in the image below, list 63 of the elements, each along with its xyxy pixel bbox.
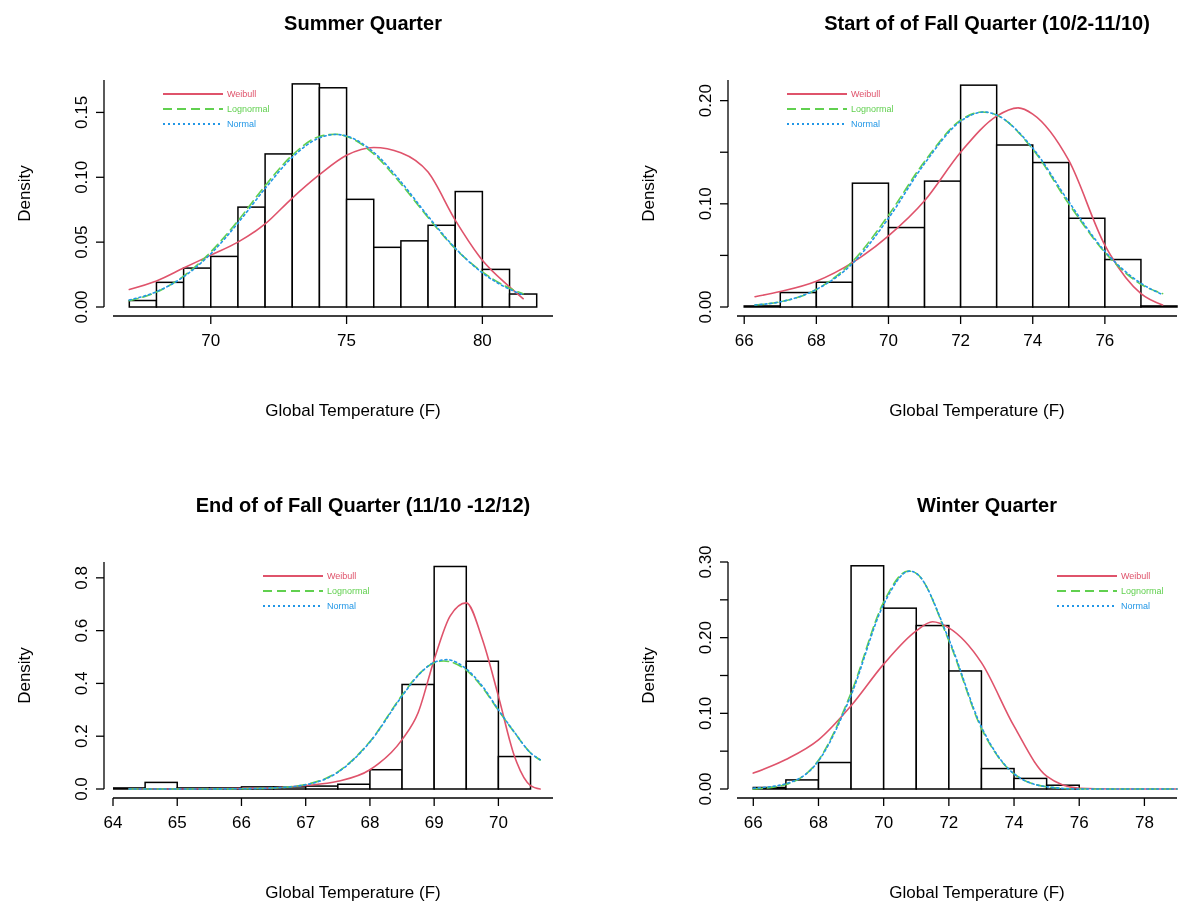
x-tick-label: 64 [103, 813, 123, 832]
x-tick-label: 78 [1134, 813, 1154, 832]
x-tick-label: 65 [167, 813, 187, 832]
x-tick-label: 68 [809, 813, 828, 832]
y-tick-label: 0.10 [696, 696, 715, 730]
x-tick-label: 72 [951, 331, 971, 350]
x-tick-label: 70 [488, 813, 508, 832]
text: Normal [327, 601, 357, 611]
text: Weibull [327, 571, 357, 581]
text: Lognormal [851, 104, 894, 114]
x-tick-label: 66 [743, 813, 763, 832]
x-tick-label: 68 [360, 813, 380, 832]
x-tick-label: 69 [424, 813, 444, 832]
chart-title: Summer Quarter [284, 12, 443, 34]
x-tick-label: 72 [939, 813, 959, 832]
chart-title: End of of Fall Quarter (11/10 -12/12) [195, 494, 531, 516]
y-axis-title: Density [15, 646, 34, 704]
text: Lognormal [327, 586, 370, 596]
x-tick-label: 70 [879, 331, 898, 350]
text: Weibull [1121, 571, 1151, 581]
x-tick-label: 75 [337, 331, 357, 350]
x-tick-label: 70 [874, 813, 894, 832]
x-axis-title: Global Temperature (F) [265, 401, 441, 420]
y-axis-title: Density [639, 646, 658, 704]
text: Normal [227, 119, 257, 129]
y-tick-label: 0.00 [72, 290, 91, 324]
x-tick-label: 80 [472, 331, 492, 350]
y-tick-label: 0.00 [696, 290, 715, 324]
y-tick-label: 0.00 [696, 772, 715, 806]
x-tick-label: 66 [734, 331, 754, 350]
y-tick-label: 0.05 [72, 225, 91, 259]
text: Lognormal [227, 104, 270, 114]
chart-title: Start of of Fall Quarter (10/2-11/10) [824, 12, 1150, 34]
y-tick-label: 0.8 [72, 566, 91, 590]
x-tick-label: 76 [1069, 813, 1089, 832]
x-tick-label: 74 [1023, 331, 1043, 350]
y-tick-label: 0.15 [72, 95, 91, 129]
y-tick-label: 0.10 [696, 187, 715, 221]
text: Lognormal [1121, 586, 1164, 596]
text: Weibull [851, 89, 881, 99]
x-axis-title: Global Temperature (F) [889, 883, 1065, 902]
y-tick-label: 0.20 [696, 84, 715, 118]
y-tick-label: 0.2 [72, 724, 91, 749]
x-tick-label: 76 [1095, 331, 1115, 350]
y-tick-label: 0.4 [72, 671, 91, 696]
text: Normal [1121, 601, 1151, 611]
y-tick-label: 0.0 [72, 777, 91, 801]
x-tick-label: 66 [232, 813, 251, 832]
x-tick-label: 74 [1004, 813, 1024, 832]
x-tick-label: 70 [201, 331, 221, 350]
text: Weibull [227, 89, 257, 99]
y-axis-title: Density [639, 164, 658, 222]
x-axis-title: Global Temperature (F) [265, 883, 441, 902]
y-tick-label: 0.30 [696, 545, 715, 579]
y-tick-label: 0.20 [696, 621, 715, 655]
text: Normal [851, 119, 881, 129]
x-axis-title: Global Temperature (F) [889, 401, 1065, 420]
y-tick-label: 0.6 [72, 618, 91, 643]
y-axis-title: Density [15, 164, 34, 222]
y-tick-label: 0.10 [72, 160, 91, 194]
x-tick-label: 68 [806, 331, 826, 350]
x-tick-label: 67 [296, 813, 316, 832]
chart-title: Winter Quarter [917, 494, 1058, 516]
